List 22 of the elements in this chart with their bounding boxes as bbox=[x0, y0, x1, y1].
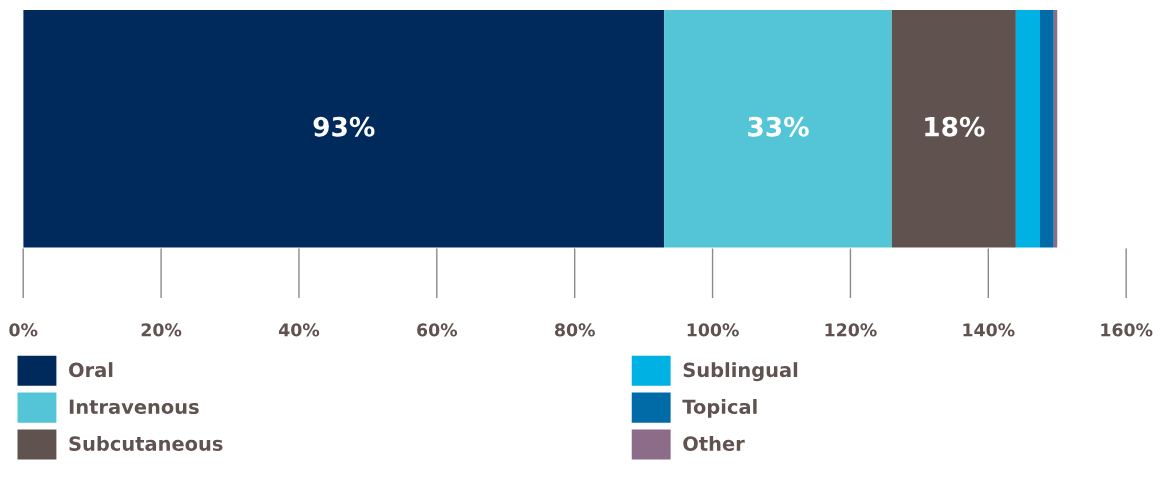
legend-label: Intravenous bbox=[69, 399, 199, 415]
data-label: 18% bbox=[925, 116, 985, 137]
data-label: 93% bbox=[313, 116, 375, 137]
x-tick-label: 40% bbox=[278, 323, 320, 337]
x-tick-label: 100% bbox=[687, 323, 739, 337]
x-tick-label: 20% bbox=[141, 323, 182, 337]
x-tick-label: 160% bbox=[1101, 323, 1153, 337]
legend-label: Other bbox=[683, 435, 745, 451]
bar bbox=[1015, 10, 1040, 248]
bar bbox=[1040, 10, 1054, 248]
legend-label: Subcutaneous bbox=[69, 435, 223, 451]
data-label: 33% bbox=[748, 116, 809, 137]
x-tick-label: 120% bbox=[825, 323, 877, 337]
legend-label: Oral bbox=[69, 362, 113, 378]
legend-label: Sublingual bbox=[683, 362, 798, 382]
bar bbox=[891, 10, 1016, 248]
x-tick-label: 140% bbox=[963, 323, 1015, 337]
x-tick-label: 0% bbox=[9, 323, 38, 337]
x-tick-label: 80% bbox=[554, 323, 595, 337]
legend-label: Topical bbox=[682, 399, 757, 418]
x-tick-label: 60% bbox=[417, 323, 458, 337]
bar bbox=[664, 10, 892, 248]
